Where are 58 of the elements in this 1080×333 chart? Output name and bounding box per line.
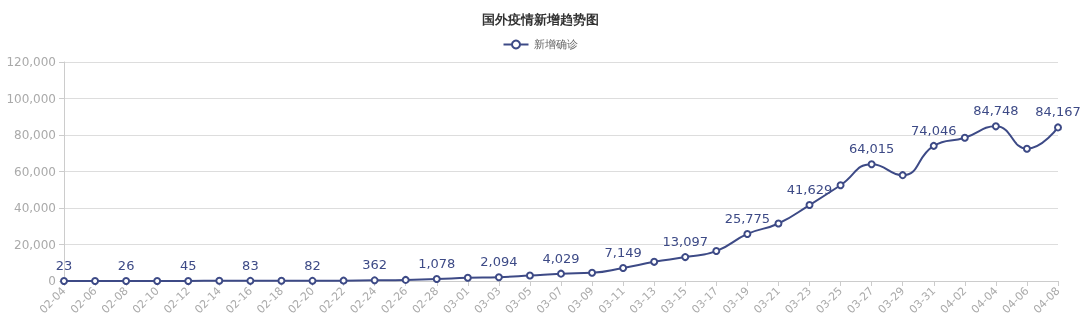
point <box>91 277 100 285</box>
point <box>1022 144 1031 153</box>
data-label: 362 <box>362 257 388 273</box>
point <box>370 276 379 285</box>
point <box>836 181 845 190</box>
point <box>960 133 969 142</box>
legend-label: 新增确诊 <box>533 38 578 51</box>
data-label: 84,748 <box>973 103 1019 119</box>
data-label: 64,015 <box>848 141 895 157</box>
point <box>153 277 162 285</box>
point <box>867 160 876 169</box>
data-label: 13,097 <box>662 234 708 250</box>
y-tick-label: 120,000 <box>6 55 56 69</box>
point <box>432 275 441 284</box>
point <box>494 273 503 282</box>
point <box>588 268 597 277</box>
y-tick-label: 20,000 <box>14 237 56 252</box>
data-label: 45 <box>179 257 197 273</box>
data-label: 1,078 <box>418 256 456 272</box>
data-label: 82 <box>304 257 321 273</box>
chart-title: 国外疫情新增趋势图 <box>481 12 599 27</box>
data-label: 7,149 <box>604 244 642 260</box>
data-label: 25,775 <box>724 210 771 226</box>
point <box>991 122 1000 131</box>
y-tick-label: 80,000 <box>14 128 56 142</box>
point <box>681 253 690 262</box>
point <box>525 271 534 280</box>
point <box>929 141 938 150</box>
point <box>712 247 721 256</box>
point <box>774 219 783 228</box>
point <box>246 276 255 285</box>
point <box>898 171 907 180</box>
y-tick-label: 40,000 <box>14 201 56 215</box>
point <box>619 263 628 272</box>
point <box>308 276 317 285</box>
point <box>184 276 193 285</box>
y-tick-label: 0 <box>48 274 56 288</box>
point <box>650 257 659 266</box>
data-label: 26 <box>117 257 135 273</box>
y-tick-label: 100,000 <box>6 91 56 106</box>
y-tick-label: 60,000 <box>14 164 56 179</box>
data-label: 74,046 <box>911 122 957 138</box>
point <box>805 201 814 210</box>
point <box>463 273 472 282</box>
data-label: 2,094 <box>480 254 518 270</box>
point <box>339 276 348 285</box>
point <box>401 275 410 284</box>
point <box>557 269 565 278</box>
point <box>215 276 224 285</box>
data-label: 41,629 <box>786 182 833 198</box>
point <box>122 276 131 285</box>
data-label: 83 <box>242 257 259 273</box>
data-label: 23 <box>55 257 73 273</box>
data-label: 84,167 <box>1035 104 1080 120</box>
point <box>743 229 752 238</box>
data-label: 4,029 <box>542 250 580 266</box>
point <box>1054 123 1062 132</box>
point <box>277 276 286 285</box>
